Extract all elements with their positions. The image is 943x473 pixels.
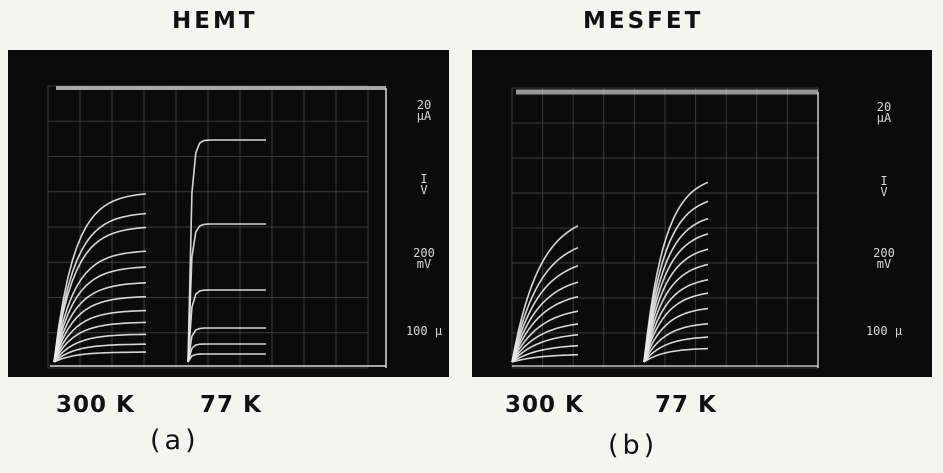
trace-curve-300k-b: [511, 323, 579, 363]
trace-curve-77k-b: [643, 248, 709, 363]
scale-step-a: 100 µ: [405, 324, 443, 338]
trace-curve-77k-a: [187, 139, 266, 363]
trace-curve-300k-a: [53, 295, 147, 363]
trace-curve-77k-b: [643, 292, 709, 363]
scale-step-b: 100 µ: [865, 324, 903, 338]
trace-curve-300k-b: [511, 281, 579, 363]
trace-curve-300k-a: [53, 266, 147, 363]
trace-curve-77k-b: [643, 347, 709, 363]
temp-77k-b: 77 K: [655, 392, 717, 418]
trace-curve-300k-a: [53, 193, 147, 363]
trace-curve-77k-b: [643, 217, 709, 363]
trace-curve-77k-b: [643, 323, 709, 363]
trace-curve-300k-a: [53, 226, 147, 363]
trace-curve-300k-a: [53, 212, 147, 363]
trace-curve-300k-a: [53, 343, 146, 363]
trace-curve-300k-b: [511, 310, 579, 363]
trace-curve-300k-b: [511, 353, 579, 363]
trace-curve-300k-b: [511, 295, 579, 363]
oscilloscope-traces-b: [511, 87, 819, 369]
panel-a-title: HEMT: [172, 8, 258, 34]
trace-curve-77k-b: [643, 279, 709, 363]
trace-curve-300k-a: [53, 333, 147, 363]
trace-curve-300k-a: [53, 351, 146, 363]
trace-curve-77k-b: [643, 263, 709, 363]
trace-curve-77k-a: [187, 343, 266, 363]
trace-curve-77k-b: [643, 200, 709, 363]
trace-curve-300k-b: [511, 246, 579, 363]
temp-300k-a: 300 K: [56, 392, 135, 418]
trace-curve-300k-a: [53, 250, 147, 363]
trace-curve-77k-b: [643, 336, 709, 363]
scale-current-b: 20 µA: [876, 100, 892, 125]
panel-b-label: (b): [608, 430, 659, 461]
trace-curve-77k-b: [643, 181, 709, 363]
scale-voltage-b: 200 mV: [873, 246, 895, 271]
trace-curve-300k-a: [53, 321, 147, 363]
scale-current-a: 20 µA: [416, 98, 432, 123]
trace-curve-300k-b: [511, 344, 579, 363]
temp-77k-a: 77 K: [200, 392, 262, 418]
trace-curve-300k-b: [511, 265, 579, 363]
scale-voltage-a: 200 mV: [413, 246, 435, 271]
panel-b-title: MESFET: [583, 8, 704, 34]
trace-curve-77k-a: [187, 223, 266, 363]
trace-curve-77k-a: [187, 327, 266, 363]
trace-curve-300k-a: [53, 309, 147, 363]
panel-a-label: (a): [150, 425, 200, 456]
temp-300k-b: 300 K: [505, 392, 584, 418]
trace-curve-300k-a: [53, 282, 147, 363]
trace-curve-300k-b: [511, 225, 579, 363]
trace-curve-77k-a: [187, 353, 266, 363]
trace-curve-77k-a: [187, 289, 266, 363]
trace-curve-77k-b: [643, 307, 709, 363]
trace-curve-300k-b: [511, 334, 579, 363]
trace-curve-77k-b: [643, 233, 709, 363]
oscilloscope-traces-a: [47, 85, 387, 369]
